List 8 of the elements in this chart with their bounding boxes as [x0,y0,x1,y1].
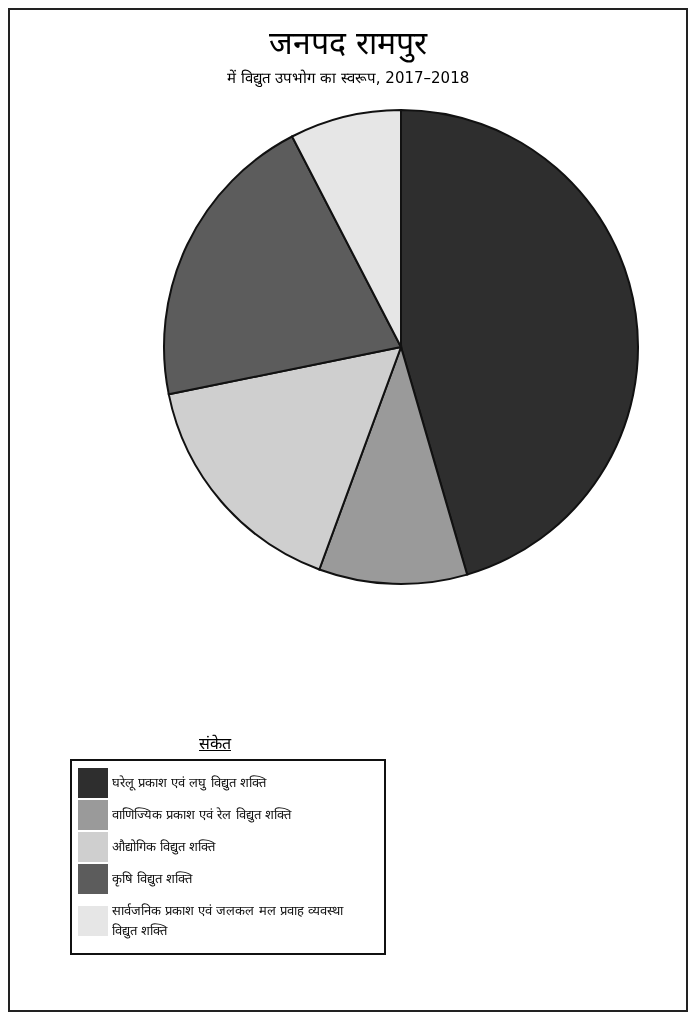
chart-title: जनपद रामपुर [267,23,429,63]
legend-label: वाणिज्यिक प्रकाश एवं रेल विद्युत शक्ति [112,806,293,825]
legend-title: संकेत [198,733,233,754]
legend-label: औद्योगिक विद्युत शक्ति [112,838,217,857]
chart-subtitle: में विद्युत उपभोग का स्वरूप, 2017–2018 [225,68,471,87]
legend-label: सार्वजनिक प्रकाश एवं जलकल मल प्रवाह व्यवस्था विद्युत शक्ति [112,902,345,941]
legend-label: घरेलू प्रकाश एवं लघु विद्युत शक्ति [112,774,268,793]
legend-label: कृषि विद्युत शक्ति [112,870,194,889]
